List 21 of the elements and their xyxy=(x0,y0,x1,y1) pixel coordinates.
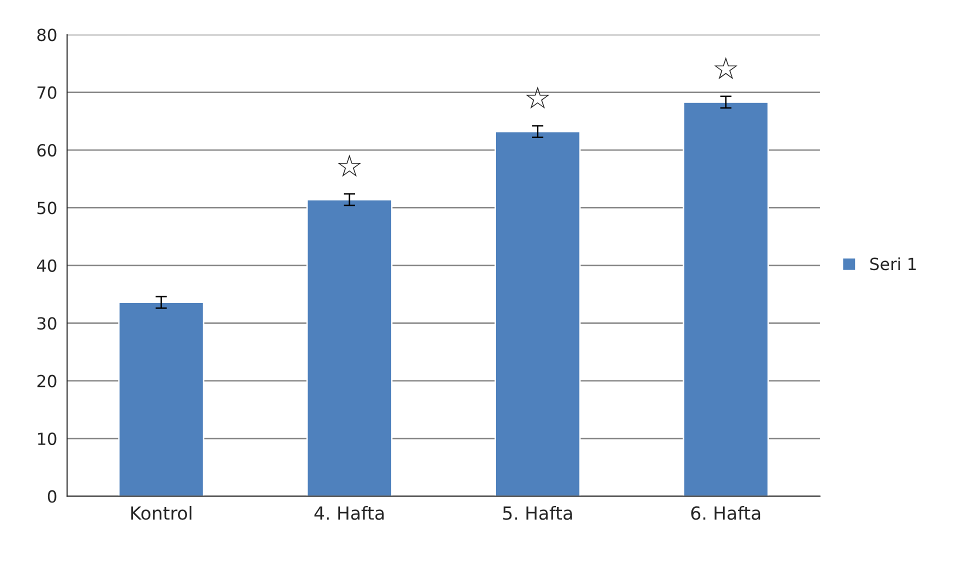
y-tick-label: 20 xyxy=(37,374,56,388)
y-tick-label: 10 xyxy=(38,432,56,446)
annotation: ☆ xyxy=(338,154,362,177)
y-tick-label: 70 xyxy=(38,86,56,99)
x-tick-label: 5. Hafta xyxy=(503,506,572,520)
x-tick-label: Kontrol xyxy=(131,506,192,520)
y-tick-label: 80 xyxy=(37,28,56,42)
y-tick-label: 40 xyxy=(37,259,56,272)
x-tick-label: 4. Hafta xyxy=(314,506,384,520)
y-tick-label: 60 xyxy=(37,144,56,157)
y-tick-label: 0 xyxy=(48,490,56,503)
annotation: ☆ xyxy=(714,57,738,80)
y-tick-label: 50 xyxy=(37,202,56,214)
bar xyxy=(306,198,392,496)
y-tick-label: 30 xyxy=(37,317,56,330)
legend-label: Seri 1 xyxy=(870,257,916,270)
bar xyxy=(494,130,581,496)
x-tick-label: 6. Hafta xyxy=(691,506,760,520)
bar xyxy=(118,302,204,496)
annotation: ☆ xyxy=(526,86,550,109)
bar xyxy=(682,101,769,496)
